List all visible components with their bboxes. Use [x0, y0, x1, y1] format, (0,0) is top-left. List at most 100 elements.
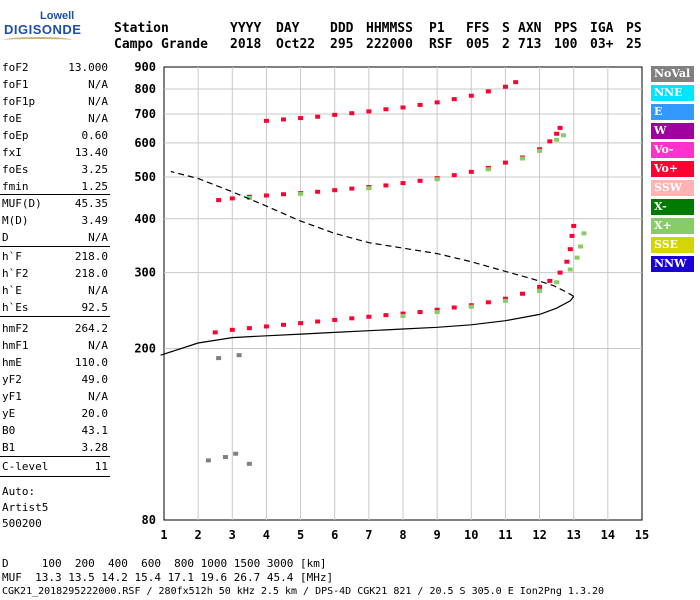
param-name: hmF1: [2, 339, 29, 352]
data-point: [451, 173, 457, 178]
data-point: [332, 188, 338, 193]
series-line-profile-topside: [170, 170, 575, 297]
data-point: [246, 326, 252, 331]
header-value-axn: 713: [518, 37, 542, 52]
data-point: [468, 93, 474, 98]
param-name: hmE: [2, 356, 22, 369]
param-row: hmE 110.0: [2, 356, 108, 369]
header-value-p1: RSF: [429, 37, 453, 52]
data-point: [434, 310, 440, 315]
x-tick-label: 1: [160, 528, 167, 542]
header-label-yyyy: YYYY: [230, 21, 262, 36]
param-value: N/A: [88, 390, 108, 403]
legend-item-e: E: [651, 104, 694, 120]
digisonde-logo-text: DIGISONDE: [4, 22, 82, 37]
legend-item-noval: NoVal: [651, 66, 694, 82]
data-point: [349, 186, 355, 191]
data-point: [216, 356, 222, 361]
data-point: [205, 458, 211, 463]
y-tick-label: 80: [142, 513, 156, 527]
data-point: [502, 160, 508, 165]
x-tick-label: 9: [434, 528, 441, 542]
header-label-hhmmss: HHMMSS: [366, 21, 413, 36]
data-point: [216, 198, 222, 203]
param-name: yE: [2, 407, 16, 420]
header-label-iga: IGA: [590, 21, 614, 36]
data-point: [502, 298, 508, 303]
header-value-pps: 100: [554, 37, 578, 52]
param-value: 110.0: [74, 356, 108, 369]
param-name: h`E: [2, 284, 22, 297]
data-point: [229, 196, 235, 201]
param-row: foEs 3.25: [2, 163, 108, 176]
header-label-axn: AXN: [518, 21, 542, 36]
header-value-station: Campo Grande: [114, 37, 208, 52]
data-point: [502, 296, 508, 301]
data-point: [417, 178, 423, 183]
param-row: MUF(D) 45.35: [2, 197, 108, 210]
param-value: 3.49: [81, 214, 109, 227]
legend-item-nne: NNE: [651, 85, 694, 101]
legend-item-nnw: NNW: [651, 256, 694, 272]
param-row: h`F2 218.0: [2, 267, 108, 280]
data-point: [263, 118, 269, 123]
header-label-station: Station: [114, 21, 169, 36]
data-point: [451, 97, 457, 102]
data-point: [298, 116, 304, 121]
data-point: [400, 313, 406, 318]
header-label-ffs: FFS: [466, 21, 490, 36]
param-name: h`Es: [2, 301, 29, 314]
param-name: fxI: [2, 146, 22, 159]
data-point: [547, 278, 553, 283]
param-value: 43.1: [81, 424, 109, 437]
header-value-ddd: 295: [330, 37, 354, 52]
param-row: foE N/A: [2, 112, 108, 125]
data-point: [417, 310, 423, 315]
param-value: N/A: [88, 112, 108, 125]
param-value: N/A: [88, 78, 108, 91]
divider: [0, 246, 110, 247]
param-name: foEp: [2, 129, 29, 142]
data-point: [560, 133, 566, 138]
param-row: hmF1 N/A: [2, 339, 108, 352]
param-value: N/A: [88, 284, 108, 297]
param-name: foEs: [2, 163, 29, 176]
autoscale-artist: Artist5: [2, 501, 49, 514]
header-label-day: DAY: [276, 21, 300, 36]
param-name: C-level: [2, 460, 49, 473]
header-label-p1: P1: [429, 21, 445, 36]
data-point: [537, 288, 543, 293]
param-name: yF2: [2, 373, 22, 386]
header-label-ps: PS: [626, 21, 642, 36]
header-value-hhmmss: 222000: [366, 37, 413, 52]
legend-item-vo-: Vo-: [651, 142, 694, 158]
param-row: h`F 218.0: [2, 250, 108, 263]
data-point: [366, 109, 372, 114]
param-name: D: [2, 231, 9, 244]
y-tick-label: 700: [134, 107, 156, 121]
header-value-s: 2: [502, 37, 510, 52]
param-row: M(D) 3.49: [2, 214, 108, 227]
series-line-profile: [160, 296, 575, 356]
data-point: [434, 177, 440, 182]
param-row: B1 3.28: [2, 441, 108, 454]
x-tick-label: 4: [263, 528, 270, 542]
data-point: [315, 114, 321, 119]
data-point: [233, 451, 239, 456]
data-point: [554, 280, 560, 285]
header-value-yyyy: 2018: [230, 37, 262, 52]
divider: [0, 456, 110, 457]
param-value: 11: [94, 460, 108, 473]
y-tick-label: 400: [134, 212, 156, 226]
x-tick-label: 7: [365, 528, 372, 542]
param-name: B1: [2, 441, 16, 454]
data-point: [298, 191, 304, 196]
x-tick-label: 8: [399, 528, 406, 542]
data-point: [332, 317, 338, 322]
data-point: [246, 461, 252, 466]
data-point: [315, 189, 321, 194]
header-value-ffs: 005: [466, 37, 490, 52]
footer-distance-row: D 100 200 400 600 800 1000 1500 3000 [km…: [2, 557, 327, 570]
data-point: [574, 255, 580, 260]
data-point: [520, 291, 525, 296]
